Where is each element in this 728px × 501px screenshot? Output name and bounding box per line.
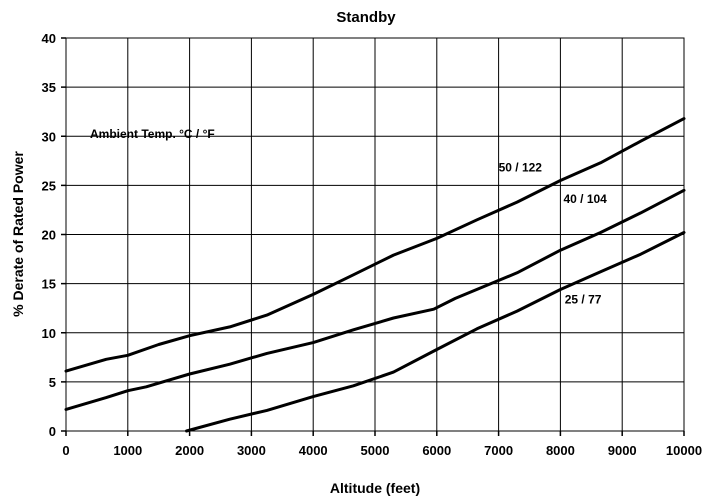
y-tick-label: 35 [42,80,56,95]
x-axis-ticks: 0 1000 2000 3000 4000 5000 6000 7000 8000 9000 100… [62,431,702,458]
series-labels: 50 / 122 40 / 104 25 / 77 [499,161,608,307]
series-line-3 [185,231,686,433]
x-tick-label: 2000 [175,443,204,458]
y-tick-label: 20 [42,228,56,243]
x-tick-label: 10000 [666,443,702,458]
chart-title: Standby [336,9,396,26]
x-tick-label: 5000 [361,443,390,458]
x-tick-label: 9000 [608,443,637,458]
x-tick-label: 0 [62,443,69,458]
x-tick-label: 6000 [422,443,451,458]
x-tick-label: 3000 [237,443,266,458]
y-axis-ticks: 0 5 10 15 20 25 30 35 40 [42,31,66,439]
series-line-1 [64,117,686,373]
x-tick-label: 4000 [299,443,328,458]
legend-title: Ambient Temp. °C / °F [90,127,215,141]
series-label-2: 40 / 104 [563,192,607,206]
series-label-1: 50 / 122 [499,161,543,175]
x-axis-label: Altitude (feet) [330,480,420,496]
series-layer [64,117,686,433]
x-tick-label: 1000 [113,443,142,458]
y-tick-label: 0 [49,424,56,439]
y-tick-label: 15 [42,277,56,292]
grid-lines [65,37,685,432]
series-label-3: 25 / 77 [565,292,602,306]
y-tick-label: 30 [42,129,56,144]
y-axis-label: % Derate of Rated Power [10,151,26,317]
x-tick-label: 8000 [546,443,575,458]
y-tick-label: 25 [42,178,56,193]
y-tick-label: 10 [42,326,56,341]
y-tick-label: 5 [49,375,56,390]
y-tick-label: 40 [42,31,56,46]
series-line-2 [64,188,686,411]
x-tick-label: 7000 [484,443,513,458]
